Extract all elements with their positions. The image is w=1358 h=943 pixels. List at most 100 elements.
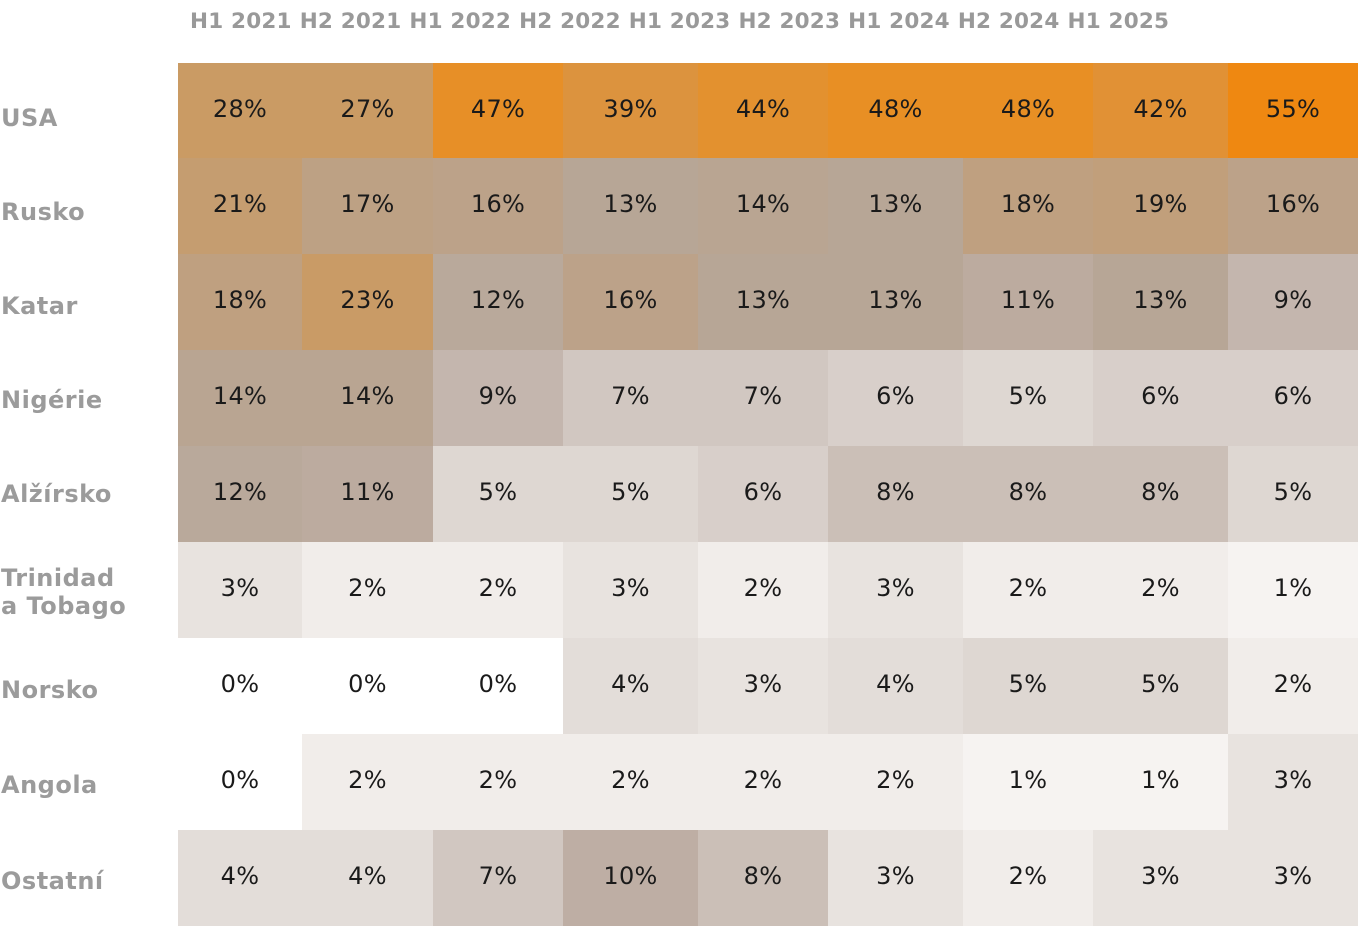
row-label: USA xyxy=(1,104,58,132)
row-label: Katar xyxy=(1,292,78,320)
heatmap-cell: 5% xyxy=(963,350,1093,446)
heatmap-cell: 2% xyxy=(433,542,563,638)
heatmap-cell: 14% xyxy=(302,350,433,446)
cell-value-label: 2% xyxy=(348,766,387,794)
heatmap-cell: 39% xyxy=(563,63,698,158)
row-label: Angola xyxy=(1,771,98,799)
heatmap-cell: 8% xyxy=(963,446,1093,542)
heatmap-cell: 2% xyxy=(563,734,698,830)
cell-value-label: 3% xyxy=(220,574,260,602)
cell-value-label: 0% xyxy=(478,670,518,698)
heatmap-cell: 5% xyxy=(963,638,1093,734)
heatmap-cell: 6% xyxy=(828,350,963,446)
heatmap-cell: 14% xyxy=(178,350,302,446)
heatmap-cell: 3% xyxy=(1093,830,1228,926)
heatmap-cell: 28% xyxy=(178,63,302,158)
cell-value-label: 28% xyxy=(212,94,268,123)
cell-value-label: 7% xyxy=(743,382,783,410)
column-label: H2 2024 xyxy=(957,9,1060,34)
heatmap-cell: 48% xyxy=(828,63,963,158)
heatmap-cell: 18% xyxy=(178,254,302,350)
heatmap-cell: 11% xyxy=(963,254,1093,350)
heatmap-cell: 6% xyxy=(1228,350,1358,446)
heatmap-cell: 3% xyxy=(1228,830,1358,926)
column-label: H1 2023 xyxy=(628,9,731,34)
heatmap-cell: 3% xyxy=(828,830,963,926)
cell-value-label: 8% xyxy=(1141,478,1180,506)
cell-value-label: 5% xyxy=(1008,670,1048,698)
row-label: Nigérie xyxy=(1,386,103,414)
heatmap-cell: 0% xyxy=(178,734,302,830)
heatmap-cell: 10% xyxy=(563,830,698,926)
heatmap-cell: 13% xyxy=(698,254,828,350)
cell-value-label: 39% xyxy=(603,94,658,123)
heatmap-cell: 12% xyxy=(178,446,302,542)
column-label: H2 2022 xyxy=(519,9,621,34)
row-label: Trinidad a Tobago xyxy=(1,564,127,620)
column-label: H1 2021 xyxy=(190,9,292,34)
heatmap-cell: 27% xyxy=(302,63,433,158)
heatmap-cell: 2% xyxy=(1093,542,1228,638)
cell-value-label: 12% xyxy=(212,478,268,506)
heatmap-cell: 3% xyxy=(828,542,963,638)
heatmap-cell: 4% xyxy=(563,638,698,734)
heatmap-cell: 2% xyxy=(302,734,433,830)
cell-value-label: 2% xyxy=(1008,862,1048,890)
cell-value-label: 6% xyxy=(876,382,915,410)
heatmap-cell: 13% xyxy=(563,158,698,254)
heatmap-cell: 0% xyxy=(302,638,433,734)
cell-value-label: 6% xyxy=(1273,382,1313,410)
cell-value-label: 18% xyxy=(212,286,268,314)
cell-value-label: 4% xyxy=(611,670,650,698)
cell-value-label: 48% xyxy=(1000,94,1056,123)
heatmap-cell: 7% xyxy=(563,350,698,446)
heatmap-cell: 16% xyxy=(433,158,563,254)
column-label: H2 2023 xyxy=(738,9,841,34)
cell-value-label: 2% xyxy=(1008,574,1048,602)
cell-value-label: 8% xyxy=(743,862,783,890)
cell-value-label: 17% xyxy=(340,190,395,218)
cell-value-label: 3% xyxy=(1273,862,1313,890)
heatmap-cell: 23% xyxy=(302,254,433,350)
cell-value-label: 44% xyxy=(735,94,791,123)
cell-value-label: 2% xyxy=(478,766,518,794)
cell-value-label: 6% xyxy=(743,478,783,506)
heatmap-cell: 8% xyxy=(698,830,828,926)
heatmap-cell: 5% xyxy=(1093,638,1228,734)
cell-value-label: 2% xyxy=(348,574,387,602)
cell-value-label: 2% xyxy=(1141,574,1180,602)
heatmap-cell: 18% xyxy=(963,158,1093,254)
heatmap-cell: 5% xyxy=(1228,446,1358,542)
heatmap-cell: 44% xyxy=(698,63,828,158)
heatmap-cell: 2% xyxy=(302,542,433,638)
cell-value-label: 11% xyxy=(340,478,395,506)
cell-value-label: 5% xyxy=(611,478,650,506)
cell-value-label: 19% xyxy=(1133,190,1188,218)
heatmap-cell: 13% xyxy=(1093,254,1228,350)
cell-value-label: 47% xyxy=(470,94,526,123)
heatmap-cell: 2% xyxy=(698,542,828,638)
cell-value-label: 2% xyxy=(743,766,783,794)
cell-value-label: 7% xyxy=(611,382,650,410)
cell-value-label: 16% xyxy=(603,286,658,314)
cell-value-label: 3% xyxy=(611,574,650,602)
heatmap-cell: 9% xyxy=(433,350,563,446)
cell-value-label: 13% xyxy=(603,190,658,218)
heatmap-cell: 9% xyxy=(1228,254,1358,350)
heatmap-cell: 42% xyxy=(1093,63,1228,158)
column-label: H1 2022 xyxy=(409,9,512,34)
cell-value-label: 2% xyxy=(743,574,783,602)
cell-value-label: 3% xyxy=(1141,862,1180,890)
column-label: H1 2025 xyxy=(1067,9,1170,34)
heatmap-cell: 3% xyxy=(1228,734,1358,830)
cell-value-label: 16% xyxy=(470,190,526,218)
cell-value-label: 0% xyxy=(220,670,260,698)
cell-value-label: 2% xyxy=(1273,670,1313,698)
heatmap-cell: 0% xyxy=(433,638,563,734)
cell-value-label: 1% xyxy=(1273,574,1313,602)
heatmap-cell: 7% xyxy=(698,350,828,446)
cell-value-label: 27% xyxy=(340,94,395,123)
column-header-strip: H1 2021 H2 2021 H1 2022 H2 2022 H1 2023 H2 20… xyxy=(190,6,1177,38)
heatmap-cell: 21% xyxy=(178,158,302,254)
heatmap-cell: 2% xyxy=(433,734,563,830)
